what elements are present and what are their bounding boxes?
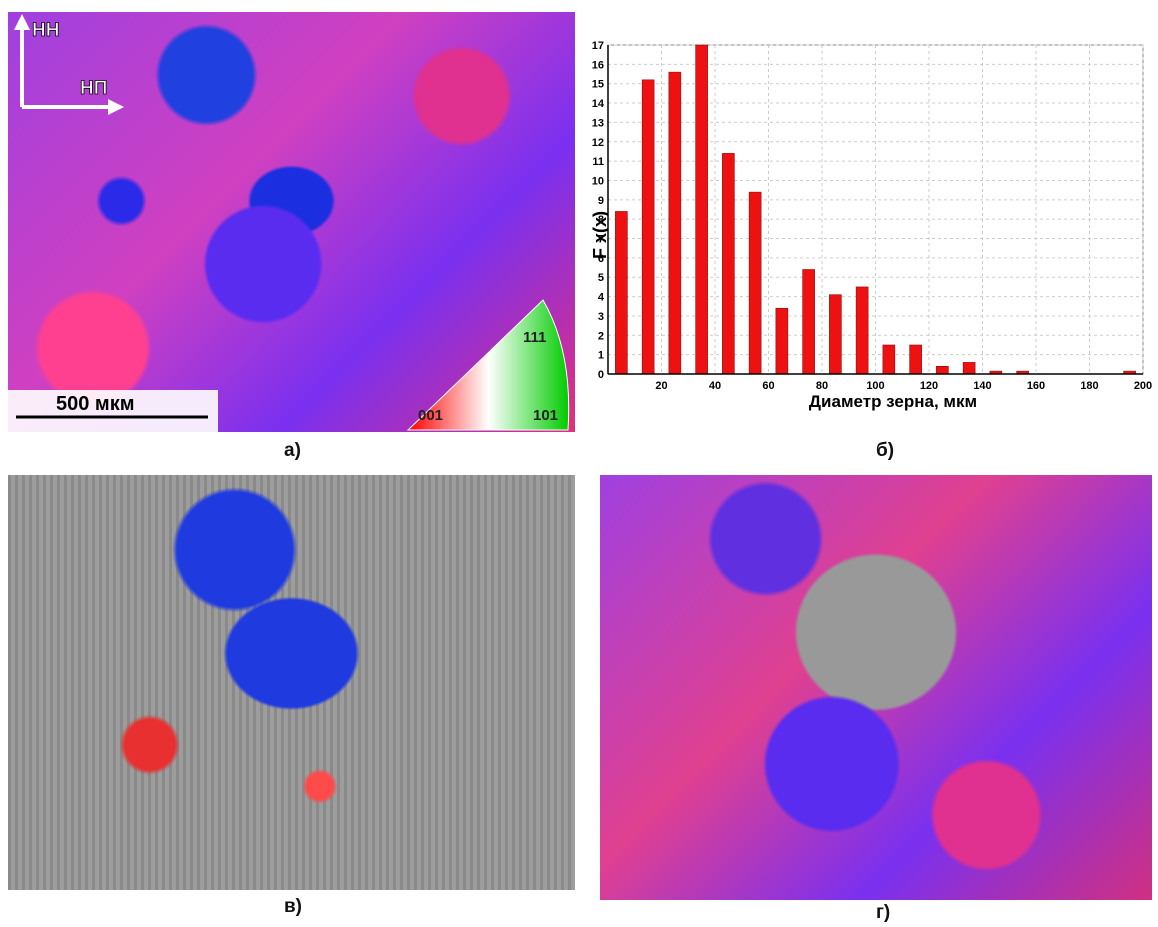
y-tick-label: 4 [598,292,605,304]
panel-label: г) [876,902,890,924]
panel-label: б) [876,440,894,462]
y-tick-label: 10 [592,175,604,187]
histogram: F x(x) Диаметр зерна, мкм 01234567891011… [580,30,1158,430]
pole-label: 101 [533,407,558,424]
bar [803,269,815,374]
bar [749,192,761,374]
x-tick-label: 140 [973,380,991,392]
panel-label: в) [284,896,302,918]
x-tick-label: 60 [762,380,774,392]
bar [722,153,734,374]
bar [615,211,627,374]
y-tick-label: 3 [598,311,604,323]
bar [883,345,895,374]
ebsd-map [8,475,575,890]
y-tick-label: 0 [598,369,604,381]
x-axis-label: Диаметр зерна, мкм [809,392,977,411]
bar [963,362,975,374]
y-tick-label: 12 [592,137,604,149]
map-overlay: НН НП 500 мкм 111 001 101 [8,12,575,432]
x-tick-label: 100 [866,380,884,392]
x-tick-label: 160 [1027,380,1045,392]
y-tick-label: 8 [598,214,604,226]
y-tick-label: 1 [598,350,604,362]
x-tick-label: 120 [920,380,938,392]
x-tick-label: 20 [655,380,667,392]
y-tick-label: 11 [592,156,604,168]
bar [669,72,681,374]
bar [829,295,841,374]
bar [856,287,868,374]
bar [910,345,922,374]
x-tick-label: 80 [816,380,828,392]
panel-label: а) [284,440,301,462]
y-tick-label: 14 [592,98,605,110]
axis-label: НП [80,78,107,99]
y-tick-label: 7 [598,234,604,246]
y-tick-label: 5 [598,272,604,284]
pole-label: 001 [418,407,443,424]
axis-label: НН [32,20,59,41]
pole-label: 111 [523,329,546,346]
bar [642,80,654,374]
bar [936,366,948,374]
y-tick-label: 2 [598,330,604,342]
page: {"chart_data":{"type":"bar","x":[5,15,25… [0,0,1158,927]
arrow-head [108,99,124,115]
x-tick-label: 40 [709,380,721,392]
x-tick-label: 200 [1134,380,1152,392]
arrow-head [14,14,30,30]
y-tick-label: 9 [598,195,604,207]
x-tick-label: 180 [1080,380,1098,392]
y-tick-label: 17 [592,40,604,52]
ebsd-map [600,475,1152,900]
bar [776,308,788,374]
y-tick-label: 15 [592,79,604,91]
bar [696,45,708,374]
scale-label: 500 мкм [56,393,135,415]
y-tick-label: 6 [598,253,604,265]
y-tick-label: 16 [592,59,604,71]
y-tick-label: 13 [592,117,604,129]
